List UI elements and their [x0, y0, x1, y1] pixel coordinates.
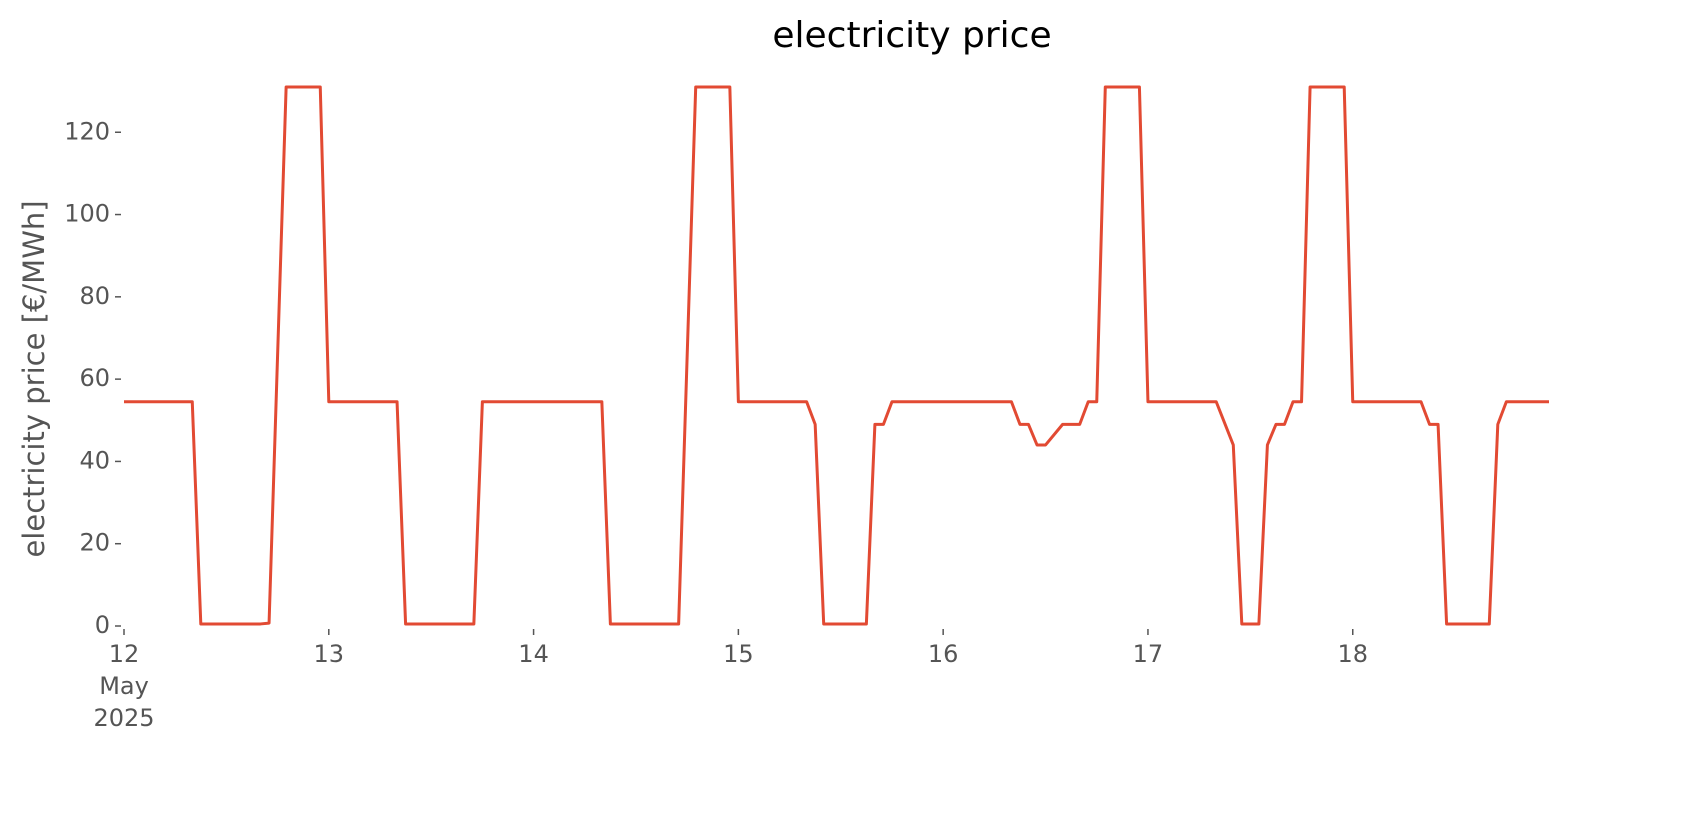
y-tick-label: 100 [64, 200, 110, 228]
x-tick-label: 16 [927, 640, 959, 668]
y-tick-label: 80 [79, 282, 110, 310]
x-tick-label: 17 [1132, 640, 1164, 668]
x-tick-label: 12 May 2025 [93, 640, 155, 732]
x-tick-label: 14 [518, 640, 549, 668]
x-tick-label: 18 [1337, 640, 1368, 668]
y-tick-label: 120 [64, 117, 110, 145]
y-axis-label: electricity price [€/MWh] [17, 200, 51, 557]
chart-title: electricity price [772, 15, 1051, 56]
price-line [124, 85, 1549, 626]
y-tick-label: 0 [95, 611, 110, 639]
y-tick-label: 20 [79, 529, 110, 557]
y-tick-label: 40 [79, 446, 110, 474]
x-tick-label: 15 [723, 640, 754, 668]
x-tick-label: 13 [313, 640, 345, 668]
y-tick-label: 60 [79, 364, 110, 392]
